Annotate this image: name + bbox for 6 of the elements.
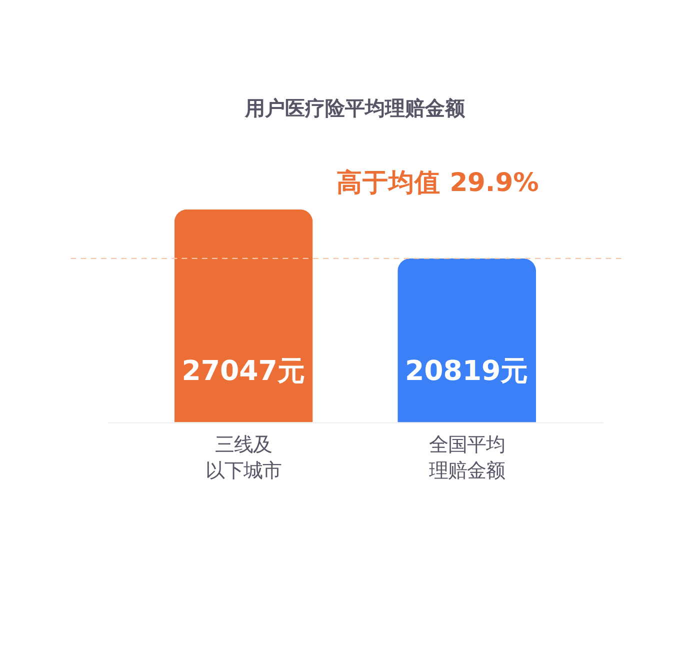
text: 高于均值 29.9% <box>336 168 539 198</box>
data-label: 20819元 <box>404 355 529 388</box>
chart-title: 用户医疗险平均理赔金额 <box>244 96 466 120</box>
data-label: 27047元 <box>182 355 306 388</box>
x-tick-label: 三线及以下城市 <box>206 433 282 482</box>
x-tick-label: 全国平均理赔金额 <box>428 433 505 482</box>
